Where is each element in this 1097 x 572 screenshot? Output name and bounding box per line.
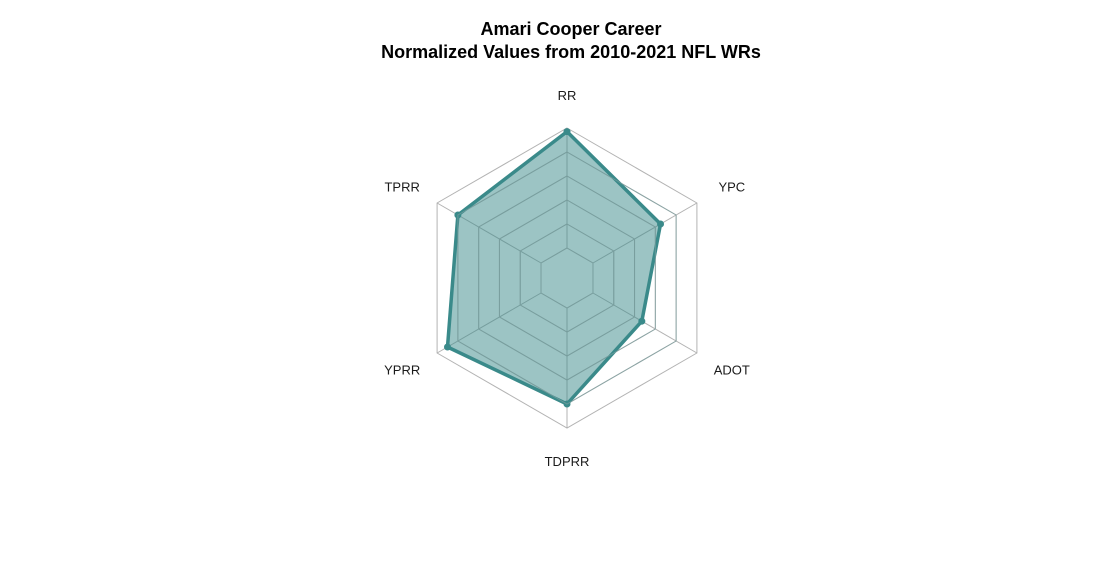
- data-point-rr: [563, 128, 571, 136]
- chart-subtitle: Normalized Values from 2010-2021 NFL WRs: [381, 42, 761, 62]
- radar-series: [443, 128, 677, 408]
- chart-title-block: Amari Cooper Career Normalized Values fr…: [0, 18, 1097, 64]
- data-point-yprr: [443, 343, 451, 351]
- grid-ring-overlay-0: [540, 247, 594, 309]
- grid-ring-overlay-2: [498, 199, 636, 357]
- data-point-ypc: [657, 220, 665, 228]
- axis-label-tdprr: TDPRR: [545, 454, 590, 469]
- axis-label-adot: ADOT: [714, 363, 750, 378]
- grid-ring-overlay-1: [519, 223, 615, 333]
- axis-label-ypc: YPC: [718, 180, 745, 195]
- chart-title: Amari Cooper Career: [480, 19, 662, 39]
- axis-label-rr: RR: [558, 88, 577, 103]
- series-area-0: [445, 129, 663, 406]
- axis-label-tprr: TPRR: [384, 180, 419, 195]
- radar-axis-labels: RR YPC ADOT TDPRR YPRR TPRR: [384, 88, 750, 469]
- axis-label-yprr: YPRR: [384, 363, 420, 378]
- grid-ring-overlay-3: [478, 175, 656, 381]
- grid-ring-overlay-4: [457, 151, 677, 405]
- data-point-adot: [638, 317, 646, 325]
